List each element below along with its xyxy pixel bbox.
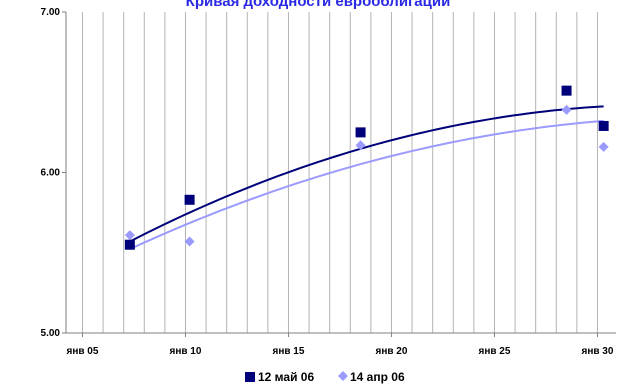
trendlines xyxy=(129,105,604,251)
data-point-square xyxy=(355,127,366,138)
data-point-diamond xyxy=(124,230,135,241)
data-point-square xyxy=(561,85,572,96)
data-point-diamond xyxy=(561,104,572,115)
data-point-square xyxy=(184,194,195,205)
y-tick-label: 6.00 xyxy=(41,168,61,179)
x-tick-label: янв 10 xyxy=(170,346,202,357)
x-tick-label: янв 15 xyxy=(273,346,305,357)
x-tick-label: янв 25 xyxy=(478,346,510,357)
legend-label: 14 апр 06 xyxy=(350,370,405,384)
legend-label: 12 май 06 xyxy=(258,370,314,384)
tick-labels: 5.00 6.00 7.00 янв 05 янв 10 янв 15 янв 20 янв … xyxy=(41,7,614,357)
data-point-diamond xyxy=(598,141,609,152)
x-tick-label: янв 30 xyxy=(581,346,613,357)
x-tick-label: янв 20 xyxy=(375,346,407,357)
data-point-square xyxy=(124,239,135,250)
legend: 12 май 06 14 апр 06 xyxy=(245,370,405,384)
y-tick-label: 7.00 xyxy=(41,7,61,18)
x-tick-label: янв 05 xyxy=(67,346,99,357)
trendline-14 апр 06 xyxy=(129,119,604,251)
legend-marker-diamond xyxy=(338,371,348,381)
data-points xyxy=(124,85,609,250)
data-point-diamond xyxy=(184,236,195,247)
legend-marker-square xyxy=(245,372,255,382)
chart-title: Кривая доходности еврооблигаций xyxy=(186,0,451,10)
data-point-square xyxy=(598,120,609,131)
y-tick-label: 5.00 xyxy=(41,328,61,339)
data-point-diamond xyxy=(355,140,366,151)
axes xyxy=(62,11,616,337)
trendline-12 май 06 xyxy=(129,105,604,243)
